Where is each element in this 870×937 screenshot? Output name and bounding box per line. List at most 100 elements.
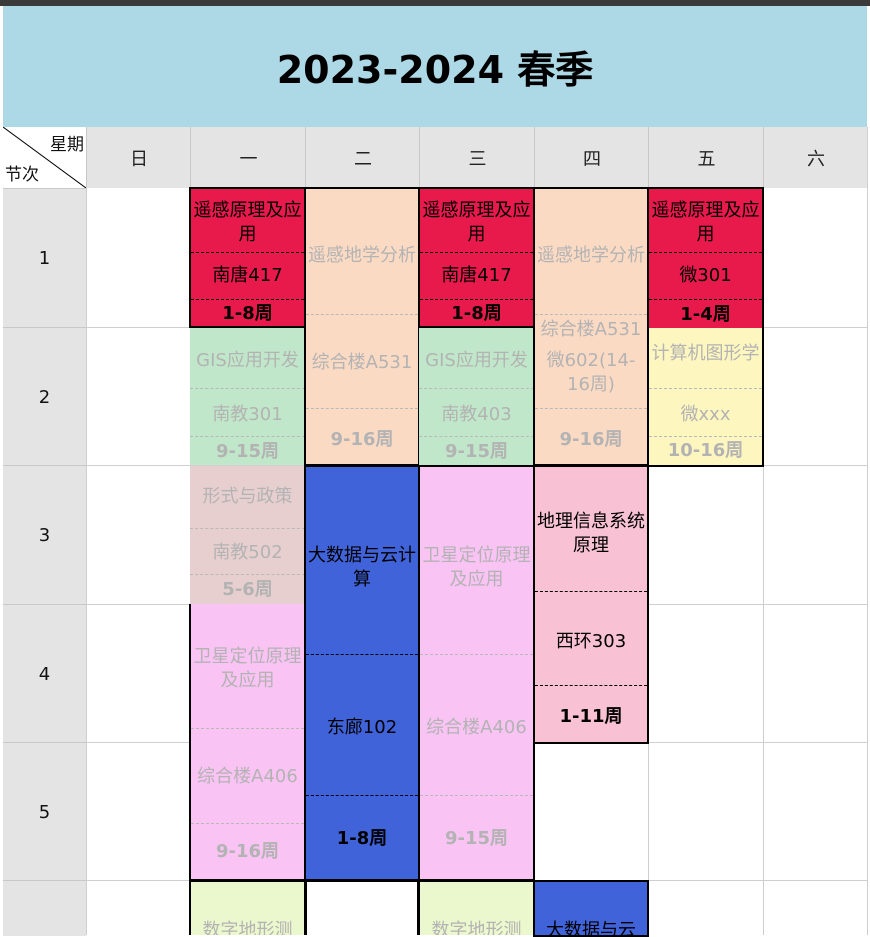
course-name: 遥感地学分析 <box>537 245 645 266</box>
course-block-wed-p2[interactable]: GIS应用开发 南教403 9-15周 <box>419 328 534 465</box>
divider <box>649 388 762 389</box>
day-header-sat: 六 <box>763 127 868 188</box>
course-name: 遥感原理及应用 <box>193 200 302 245</box>
course-block-thu-p1-2[interactable]: 遥感地学分析 综合楼A531 微602(14-16周) 9-16周 <box>533 187 649 466</box>
course-room: 综合楼A531 <box>311 352 413 373</box>
course-weeks: 1-4周 <box>680 303 731 325</box>
course-name: 大数据与云 <box>546 920 636 937</box>
course-block-fri-p2[interactable]: 计算机图形学 微xxx 10-16周 <box>647 328 764 467</box>
course-room: 南教301 <box>212 404 283 425</box>
divider <box>190 436 305 437</box>
divider <box>420 654 533 655</box>
course-room: 南教502 <box>212 542 283 563</box>
divider <box>649 436 762 437</box>
divider <box>191 299 304 300</box>
course-block-tue-p3-5[interactable]: 大数据与云计算 东廊102 1-8周 <box>304 465 420 881</box>
course-weeks: 5-6周 <box>222 579 273 600</box>
period-label-3: 3 <box>3 465 86 605</box>
day-header-sun: 日 <box>86 127 191 188</box>
course-weeks: 1-8周 <box>336 828 388 849</box>
course-name: GIS应用开发 <box>196 350 299 371</box>
course-weeks: 9-15周 <box>444 441 509 462</box>
course-room: 微301 <box>679 265 732 286</box>
course-room: 西环303 <box>555 631 627 652</box>
divider <box>191 823 304 824</box>
course-weeks: 9-16周 <box>215 841 280 862</box>
course-room: 东廊102 <box>326 717 398 738</box>
divider <box>190 574 305 575</box>
day-header-thu: 四 <box>534 127 649 188</box>
divider <box>535 314 647 315</box>
divider <box>420 299 533 300</box>
grid-line <box>867 127 868 935</box>
course-name: 数字地形测 <box>202 920 293 935</box>
course-weeks: 9-16周 <box>559 429 623 450</box>
period-label-4: 4 <box>3 604 86 743</box>
course-block-mon-p1[interactable]: 遥感原理及应用 南唐417 1-8周 <box>189 187 306 328</box>
divider <box>419 388 534 389</box>
divider <box>306 408 418 409</box>
divider <box>419 436 534 437</box>
divider <box>649 299 762 300</box>
page-title: 2023-2024 春季 <box>276 48 594 92</box>
course-block-wed-p6[interactable]: 数字地形测 <box>418 880 535 935</box>
course-block-mon-p6[interactable]: 数字地形测 <box>189 880 306 935</box>
period-label-6 <box>3 880 86 936</box>
course-room-note: 微602(14-16周) <box>546 350 636 395</box>
period-label-5: 5 <box>3 742 86 881</box>
course-room: 综合楼A531 <box>540 319 642 340</box>
course-name: 卫星定位原理及应用 <box>422 545 531 590</box>
course-block-thu-p6[interactable]: 大数据与云 <box>533 880 649 937</box>
weekday-axis-label: 星期 <box>50 135 84 155</box>
day-header-tue: 二 <box>305 127 420 188</box>
grid-line <box>763 188 764 935</box>
period-axis-label: 节次 <box>5 165 39 185</box>
course-room: 综合楼A406 <box>197 766 298 787</box>
course-block-fri-p1[interactable]: 遥感原理及应用 微301 1-4周 <box>647 187 764 328</box>
divider <box>191 252 304 253</box>
course-room: 南唐417 <box>441 265 512 286</box>
title-banner: 2023-2024 春季 <box>3 6 867 127</box>
course-name: 卫星定位原理及应用 <box>193 646 302 691</box>
course-name: 数字地形测 <box>431 920 522 935</box>
divider <box>191 728 304 729</box>
course-weeks: 1-11周 <box>559 706 623 727</box>
divider <box>420 252 533 253</box>
divider <box>190 528 305 529</box>
course-weeks: 10-16周 <box>667 440 744 461</box>
day-header-wed: 三 <box>419 127 535 188</box>
course-weeks: 1-8周 <box>222 302 273 324</box>
course-name: GIS应用开发 <box>425 350 528 371</box>
table-corner-header: 星期 节次 <box>3 127 86 188</box>
course-block-mon-p4-5[interactable]: 卫星定位原理及应用 综合楼A406 9-16周 <box>189 604 306 881</box>
course-room: 南教403 <box>441 404 512 425</box>
course-weeks: 9-16周 <box>330 429 394 450</box>
divider <box>535 685 647 686</box>
day-header-mon: 一 <box>190 127 306 188</box>
divider <box>306 795 418 796</box>
course-block-tue-p1-2[interactable]: 遥感地学分析 综合楼A531 9-16周 <box>304 187 420 466</box>
divider <box>420 795 533 796</box>
course-block-wed-p3-5[interactable]: 卫星定位原理及应用 综合楼A406 9-15周 <box>418 465 535 881</box>
divider <box>190 388 305 389</box>
course-block-mon-p3[interactable]: 形式与政策 南教502 5-6周 <box>190 466 305 604</box>
divider <box>306 314 418 315</box>
day-header-fri: 五 <box>648 127 764 188</box>
period-label-2: 2 <box>3 327 86 466</box>
course-block-mon-p2[interactable]: GIS应用开发 南教301 9-15周 <box>190 328 305 465</box>
course-block-thu-p3-4[interactable]: 地理信息系统原理 西环303 1-11周 <box>533 465 649 744</box>
course-block-wed-p1[interactable]: 遥感原理及应用 南唐417 1-8周 <box>418 187 535 328</box>
corner-diagonal-line <box>3 127 86 188</box>
course-name: 计算机图形学 <box>651 343 760 364</box>
course-weeks: 9-15周 <box>215 441 280 462</box>
period-label-1: 1 <box>3 188 86 328</box>
course-name: 大数据与云计算 <box>308 545 416 590</box>
window-top-bar <box>0 0 870 6</box>
course-weeks: 9-15周 <box>444 828 509 849</box>
course-room: 综合楼A406 <box>426 717 527 738</box>
divider <box>535 408 647 409</box>
course-name: 遥感原理及应用 <box>422 200 531 245</box>
divider <box>649 252 762 253</box>
course-room: 微xxx <box>680 404 731 425</box>
course-block-tue-p6[interactable] <box>305 880 419 935</box>
